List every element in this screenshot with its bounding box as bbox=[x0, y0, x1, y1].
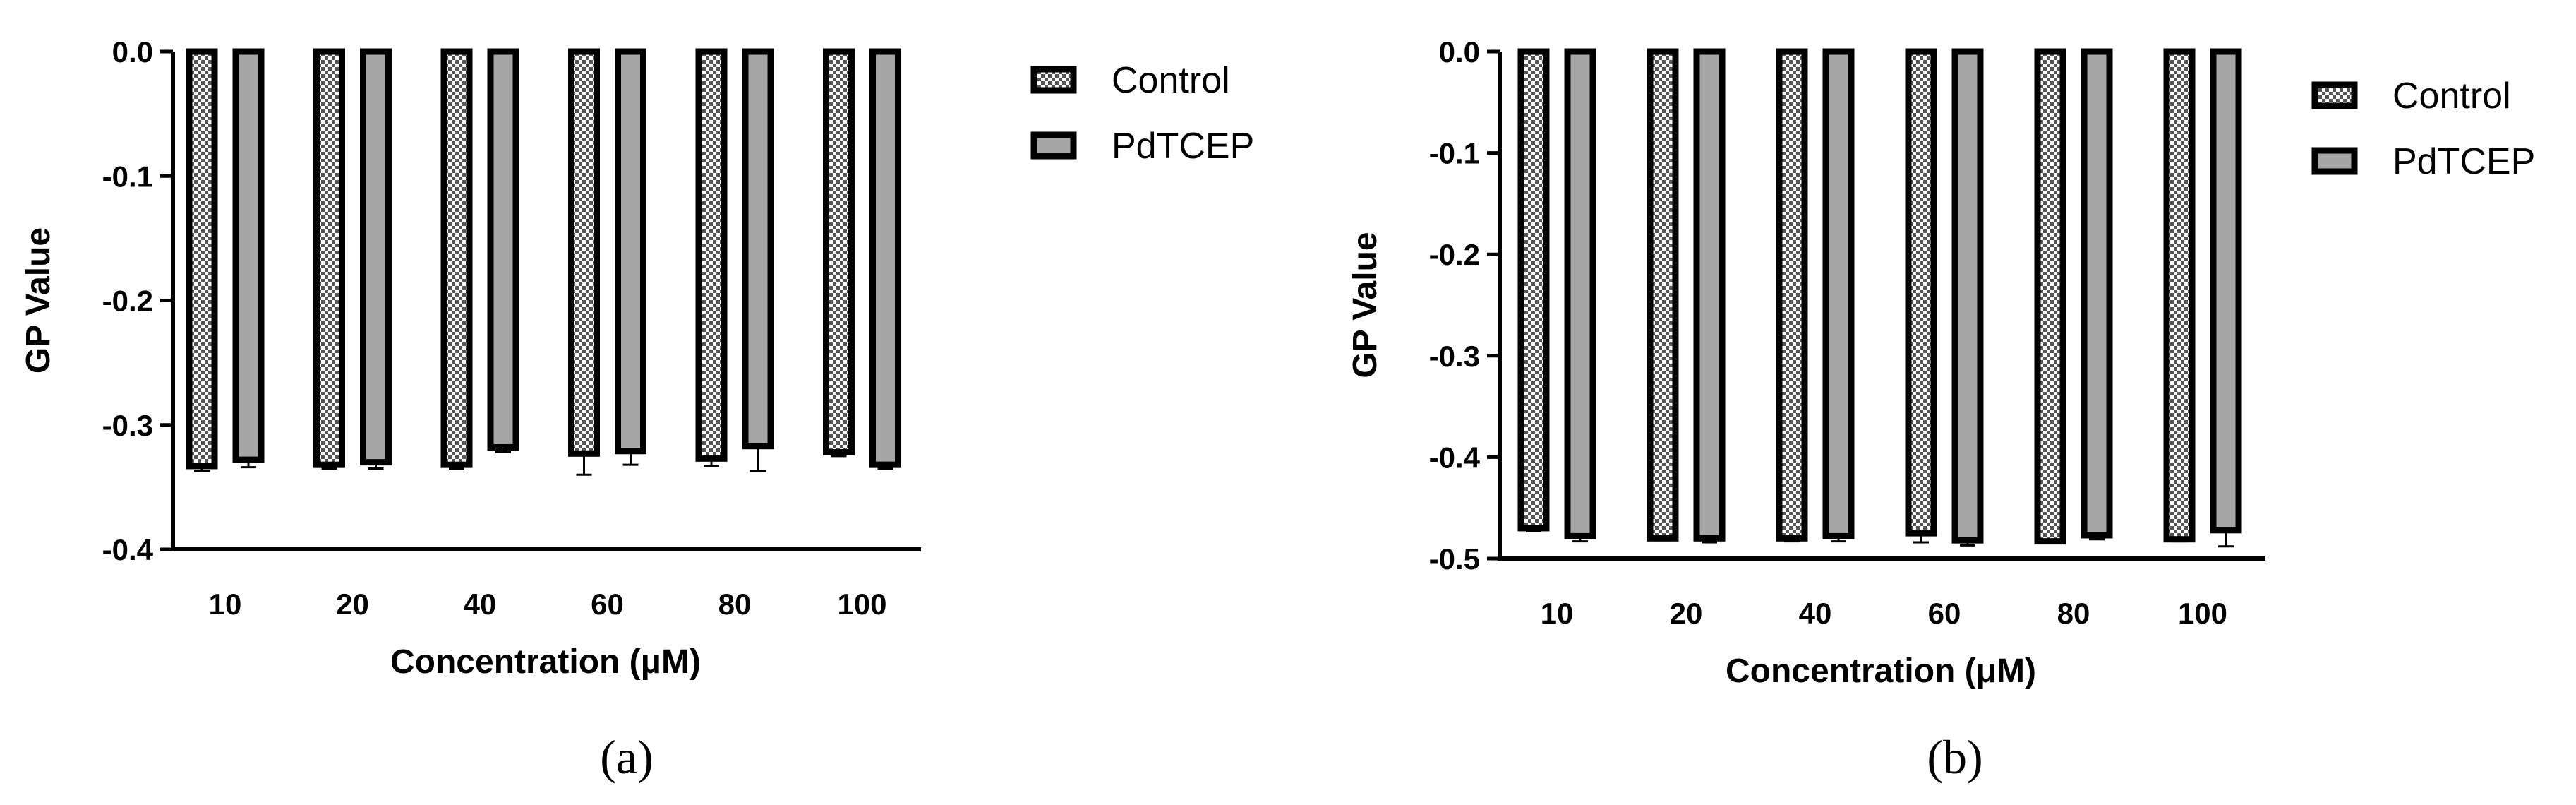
bar-pdtcep-10 bbox=[232, 48, 265, 463]
bar-pdtcep-40 bbox=[487, 48, 519, 451]
bar-pdtcep-80 bbox=[2081, 48, 2113, 539]
chart-panel-b: 0.0 -0.1 -0.2 -0.3 -0.4 -0.5 GP Value 10 20 40 60 8… bbox=[1347, 35, 2535, 784]
legend-swatch-pdtcep bbox=[1030, 131, 1077, 160]
bar-control-20 bbox=[313, 48, 345, 468]
x-tick-label: 20 bbox=[336, 588, 369, 621]
y-axis-title: GP Value bbox=[1347, 232, 1384, 378]
legend-label-pdtcep: PdTCEP bbox=[1112, 126, 1254, 167]
bar-control-100 bbox=[823, 48, 855, 456]
bar-pdtcep-10 bbox=[1564, 48, 1596, 539]
y-tick-label: 0.0 bbox=[112, 35, 153, 68]
bar-control-80 bbox=[695, 48, 728, 462]
legend-label-pdtcep: PdTCEP bbox=[2393, 141, 2535, 182]
chart-panel-a: 0.0 -0.1 -0.2 -0.3 -0.4 GP Value 10 20 40 60 80 100… bbox=[20, 35, 1254, 784]
legend-label-control: Control bbox=[1112, 60, 1230, 101]
bar-control-10 bbox=[1517, 48, 1550, 532]
y-tick-label: -0.4 bbox=[1429, 441, 1481, 474]
x-tick-label: 10 bbox=[209, 588, 242, 621]
y-tick-label: -0.2 bbox=[1429, 238, 1480, 271]
bar-pdtcep-100 bbox=[2210, 48, 2242, 534]
x-axis-title: Concentration (μM) bbox=[390, 643, 701, 681]
bar-pdtcep-100 bbox=[869, 48, 901, 468]
x-tick-label: 100 bbox=[2178, 597, 2227, 630]
bar-pdtcep-80 bbox=[742, 48, 774, 450]
bar-pdtcep-60 bbox=[615, 48, 646, 455]
bar-control-80 bbox=[2034, 48, 2066, 545]
y-axis-title: GP Value bbox=[20, 227, 57, 374]
bar-control-100 bbox=[2163, 48, 2196, 543]
x-axis-title: Concentration (μM) bbox=[1726, 652, 2036, 690]
bar-control-40 bbox=[440, 48, 473, 468]
y-tick-label: -0.3 bbox=[102, 409, 153, 442]
y-tick-label: -0.1 bbox=[1429, 137, 1480, 170]
bar-pdtcep-40 bbox=[1822, 48, 1855, 539]
y-tick-label: -0.3 bbox=[1429, 340, 1480, 373]
y-tick-label: -0.1 bbox=[102, 160, 153, 193]
x-tick-label: 40 bbox=[1799, 597, 1832, 630]
x-tick-label: 60 bbox=[1928, 597, 1961, 630]
panel-label-b: (b) bbox=[1927, 730, 1982, 784]
x-tick-label: 20 bbox=[1670, 597, 1703, 630]
bar-control-60 bbox=[568, 48, 600, 457]
x-tick-label: 60 bbox=[591, 588, 624, 621]
legend-swatch-control bbox=[1030, 66, 1077, 94]
x-tick-label: 10 bbox=[1541, 597, 1574, 630]
legend-swatch-control bbox=[2311, 81, 2358, 109]
bar-control-40 bbox=[1776, 48, 1808, 542]
y-tick-label: -0.5 bbox=[1429, 542, 1480, 576]
panel-label-a: (a) bbox=[600, 730, 653, 784]
x-tick-label: 80 bbox=[2057, 597, 2090, 630]
bar-control-20 bbox=[1647, 48, 1679, 542]
x-tick-label: 40 bbox=[464, 588, 497, 621]
x-tick-label: 80 bbox=[718, 588, 752, 621]
x-tick-label: 100 bbox=[837, 588, 886, 621]
legend-swatch-pdtcep bbox=[2311, 147, 2358, 175]
y-tick-label: -0.4 bbox=[102, 533, 154, 566]
bar-control-10 bbox=[186, 48, 218, 470]
y-tick-label: -0.2 bbox=[102, 285, 153, 318]
y-tick-label: 0.0 bbox=[1439, 35, 1480, 68]
bar-control-60 bbox=[1905, 48, 1937, 537]
bar-pdtcep-20 bbox=[360, 48, 392, 466]
legend-label-control: Control bbox=[2393, 76, 2511, 117]
bar-pdtcep-20 bbox=[1693, 48, 1726, 542]
bar-pdtcep-60 bbox=[1951, 48, 1984, 544]
